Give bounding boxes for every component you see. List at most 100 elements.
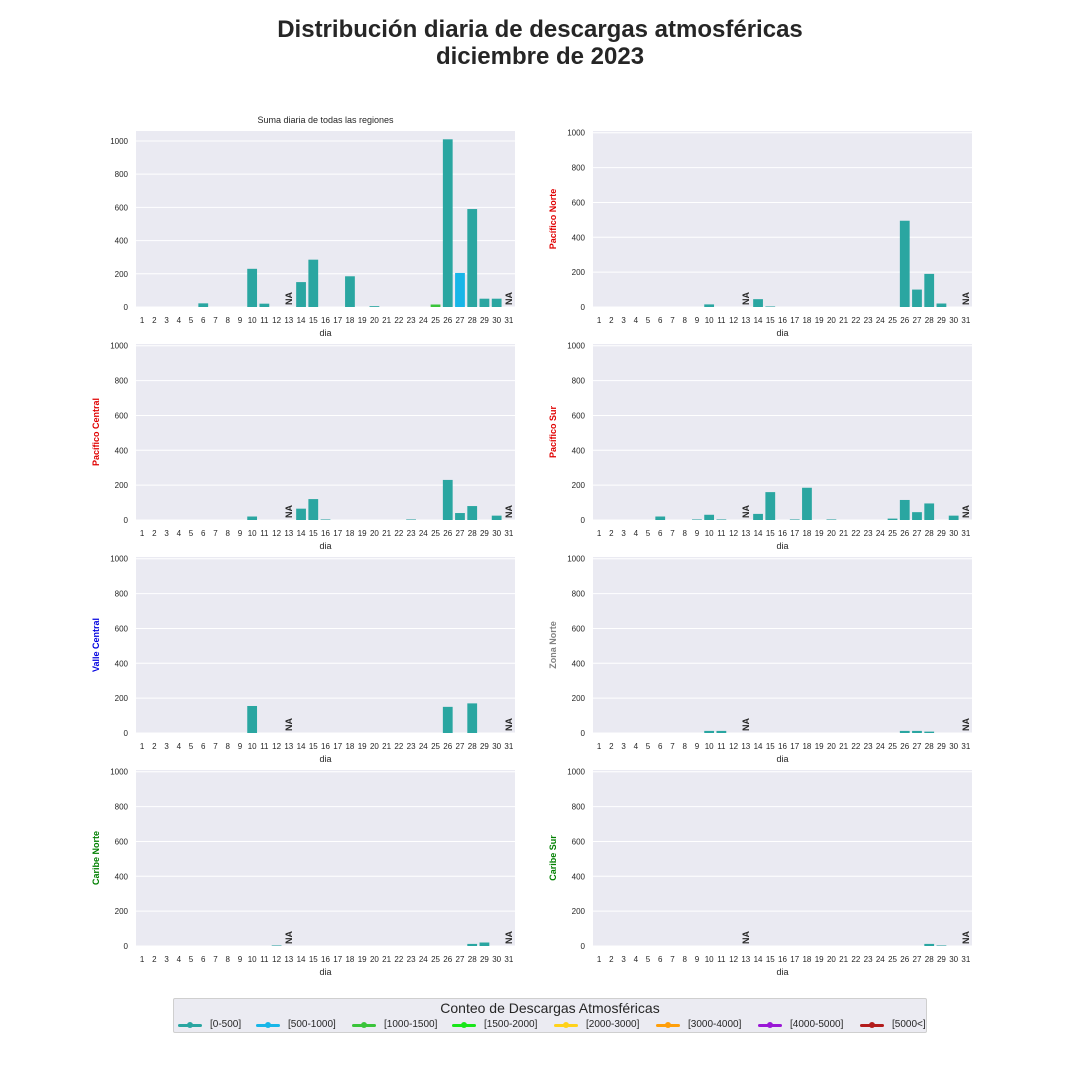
y-tick-label: 400 — [115, 872, 129, 881]
x-tick-label: 2 — [609, 742, 614, 751]
y-axis-label: Caribe Norte — [91, 831, 101, 885]
y-tick-label: 800 — [572, 164, 586, 173]
x-tick-label: 29 — [937, 316, 946, 325]
legend-swatch-dot — [767, 1022, 773, 1028]
na-label: NA — [741, 292, 751, 305]
bar — [467, 943, 478, 946]
x-tick-label: 9 — [695, 529, 700, 538]
legend-label: [2000-3000] — [586, 1019, 640, 1030]
x-tick-label: 31 — [961, 955, 970, 964]
legend-label: [3000-4000] — [688, 1019, 742, 1030]
x-axis-label: dia — [776, 541, 788, 551]
y-tick-label: 200 — [115, 694, 129, 703]
y-tick-label: 600 — [115, 203, 129, 212]
x-tick-label: 28 — [925, 529, 934, 538]
x-tick-label: 18 — [802, 529, 811, 538]
legend-label: [500-1000] — [288, 1019, 336, 1030]
x-tick-label: 7 — [670, 316, 675, 325]
subplot-title: Suma diaria de todas las regiones — [257, 115, 394, 125]
y-tick-label: 800 — [572, 377, 586, 386]
legend-label: [4000-5000] — [790, 1019, 844, 1030]
x-tick-label: 20 — [827, 316, 836, 325]
x-tick-label: 26 — [900, 955, 909, 964]
bar — [912, 730, 922, 733]
y-tick-label: 600 — [572, 198, 586, 207]
x-tick-label: 9 — [695, 955, 700, 964]
y-tick-label: 1000 — [110, 342, 128, 351]
y-tick-label: 800 — [115, 377, 129, 386]
x-tick-label: 23 — [864, 316, 873, 325]
x-tick-label: 29 — [480, 742, 489, 751]
x-tick-label: 31 — [504, 316, 513, 325]
x-tick-label: 16 — [778, 742, 787, 751]
x-tick-label: 23 — [407, 742, 416, 751]
x-tick-label: 19 — [358, 529, 367, 538]
x-tick-label: 1 — [140, 955, 145, 964]
x-tick-label: 11 — [717, 316, 726, 325]
x-tick-label: 11 — [260, 316, 269, 325]
x-tick-label: 30 — [492, 742, 501, 751]
legend-swatch-dot — [869, 1022, 875, 1028]
x-tick-label: 30 — [492, 529, 501, 538]
bar — [491, 298, 502, 307]
x-tick-label: 24 — [419, 529, 428, 538]
x-tick-label: 20 — [827, 529, 836, 538]
x-tick-label: 22 — [851, 529, 860, 538]
bar — [753, 299, 763, 307]
x-tick-label: 26 — [443, 955, 452, 964]
x-tick-label: 31 — [504, 529, 513, 538]
na-label: NA — [284, 292, 294, 305]
x-tick-label: 23 — [407, 316, 416, 325]
x-tick-label: 18 — [802, 742, 811, 751]
bar — [899, 220, 910, 307]
x-tick-label: 3 — [164, 529, 169, 538]
x-tick-label: 25 — [888, 955, 897, 964]
x-tick-label: 2 — [152, 316, 157, 325]
x-tick-label: 3 — [164, 316, 169, 325]
y-tick-label: 0 — [581, 729, 586, 738]
bar — [296, 508, 306, 520]
x-tick-label: 22 — [851, 316, 860, 325]
y-tick-label: 400 — [115, 446, 129, 455]
x-tick-label: 4 — [634, 742, 639, 751]
x-tick-label: 27 — [456, 529, 465, 538]
na-label: NA — [961, 292, 971, 305]
x-tick-label: 28 — [468, 316, 477, 325]
y-tick-label: 200 — [115, 481, 129, 490]
na-label: NA — [741, 718, 751, 731]
x-tick-label: 29 — [480, 316, 489, 325]
x-tick-label: 5 — [189, 529, 194, 538]
x-tick-label: 16 — [321, 955, 330, 964]
x-tick-label: 25 — [431, 316, 440, 325]
na-label: NA — [504, 505, 514, 518]
y-tick-label: 600 — [572, 837, 586, 846]
x-tick-label: 9 — [238, 529, 243, 538]
y-tick-label: 800 — [572, 590, 586, 599]
x-tick-label: 15 — [309, 742, 318, 751]
x-tick-label: 21 — [382, 955, 391, 964]
y-tick-label: 0 — [581, 942, 586, 951]
x-tick-label: 31 — [504, 742, 513, 751]
x-tick-label: 24 — [876, 529, 885, 538]
x-tick-label: 24 — [876, 742, 885, 751]
y-tick-label: 200 — [572, 268, 586, 277]
y-tick-label: 0 — [124, 303, 129, 312]
x-tick-label: 27 — [913, 742, 922, 751]
y-tick-label: 600 — [572, 624, 586, 633]
bar — [479, 298, 490, 307]
legend-swatch-dot — [265, 1022, 271, 1028]
x-tick-label: 14 — [754, 316, 763, 325]
x-tick-label: 23 — [864, 529, 873, 538]
x-tick-label: 6 — [658, 529, 663, 538]
x-tick-label: 19 — [358, 955, 367, 964]
x-tick-label: 7 — [670, 955, 675, 964]
legend: Conteo de Descargas Atmosféricas [0-500]… — [173, 998, 927, 1033]
x-tick-label: 12 — [272, 955, 281, 964]
bar — [479, 942, 490, 946]
bar — [467, 209, 478, 307]
plot-area — [593, 557, 972, 733]
bar — [948, 515, 959, 520]
x-tick-label: 2 — [609, 955, 614, 964]
x-tick-label: 13 — [741, 955, 750, 964]
